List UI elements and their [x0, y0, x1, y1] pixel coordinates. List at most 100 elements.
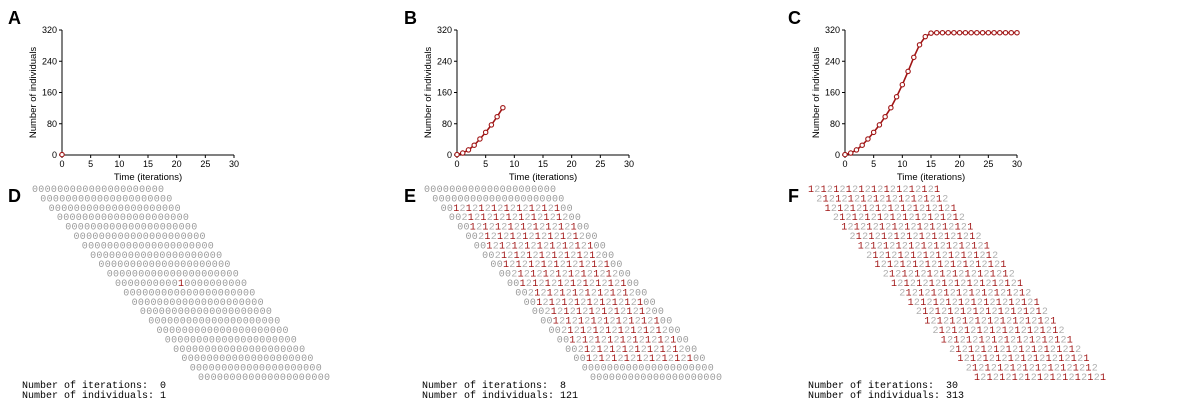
cell-empty-two: 2 [645, 307, 651, 318]
cell-empty: 0 [172, 279, 178, 290]
cell-empty: 0 [214, 270, 220, 281]
cell-empty: 0 [179, 223, 185, 234]
cell-occupied: 1 [518, 270, 524, 281]
cell-occupied: 1 [925, 204, 931, 215]
cell-occupied: 1 [990, 270, 996, 281]
cell-empty: 0 [283, 326, 289, 337]
cell-empty: 0 [207, 354, 213, 365]
cell-occupied: 1 [1037, 373, 1043, 384]
cell-empty: 0 [147, 194, 153, 205]
cell-occupied: 1 [622, 288, 628, 299]
cell-empty: 0 [153, 251, 159, 262]
cell-empty: 0 [155, 288, 161, 299]
cell-empty: 0 [499, 270, 505, 281]
cell-empty: 0 [274, 373, 280, 384]
cell-empty: 0 [249, 317, 255, 328]
cell-occupied: 1 [1017, 279, 1023, 290]
cell-empty: 0 [280, 345, 286, 356]
cell-empty-two: 2 [912, 288, 918, 299]
cell-empty-two: 2 [1044, 317, 1050, 328]
cell-empty-two: 2 [908, 270, 914, 281]
cell-occupied: 1 [975, 260, 981, 271]
cell-empty-two: 2 [881, 260, 887, 271]
cell-occupied: 1 [528, 260, 534, 271]
cell-occupied: 1 [506, 213, 512, 224]
cell-occupied: 1 [939, 270, 945, 281]
cell-occupied: 1 [599, 354, 605, 365]
cell-occupied: 1 [948, 251, 954, 262]
cell-occupied: 1 [971, 298, 977, 309]
cell-empty: 0 [120, 213, 126, 224]
cell-empty: 0 [200, 232, 206, 243]
cell-empty-two: 2 [966, 364, 972, 375]
cell-empty-two: 2 [916, 307, 922, 318]
cell-occupied: 1 [624, 354, 630, 365]
cell-empty: 0 [583, 223, 589, 234]
cell-empty: 0 [74, 204, 80, 215]
cell-occupied: 1 [626, 307, 632, 318]
cell-occupied: 1 [870, 241, 876, 252]
cell-empty-two: 2 [1092, 364, 1098, 375]
cell-empty-two: 2 [994, 260, 1000, 271]
data-point [482, 129, 489, 136]
cell-occupied: 1 [482, 223, 488, 234]
cell-empty-two: 2 [981, 317, 987, 328]
cell-empty: 0 [212, 288, 218, 299]
cell-empty: 0 [141, 251, 147, 262]
cell-occupied: 1 [884, 185, 890, 196]
cell-empty: 0 [261, 345, 267, 356]
data-point [1008, 29, 1015, 36]
cell-occupied: 1 [609, 345, 615, 356]
cell-empty: 0 [512, 185, 518, 196]
cell-empty-two: 2 [552, 223, 558, 234]
cell-occupied: 1 [991, 335, 997, 346]
cell-empty: 0 [204, 373, 210, 384]
cell-empty-two: 2 [509, 260, 515, 271]
cell-empty-two: 2 [887, 232, 893, 243]
cell-empty: 0 [257, 326, 263, 337]
cell-empty: 0 [618, 270, 624, 281]
cell-occupied: 1 [808, 185, 814, 196]
cell-occupied: 1 [929, 223, 935, 234]
cell-empty: 0 [138, 298, 144, 309]
cell-empty: 0 [49, 204, 55, 215]
cell-empty-two: 2 [927, 241, 933, 252]
individuals-row: Number of individuals: 313 [808, 392, 964, 402]
cell-empty: 0 [180, 317, 186, 328]
cell-occupied: 1 [940, 213, 946, 224]
cell-empty: 0 [195, 298, 201, 309]
cell-empty: 0 [287, 345, 293, 356]
cell-empty: 0 [209, 335, 215, 346]
cell-empty: 0 [439, 194, 445, 205]
cell-empty: 0 [144, 298, 150, 309]
cell-empty: 0 [99, 232, 105, 243]
cell-empty-two: 2 [854, 194, 860, 205]
cell-empty-two: 2 [608, 307, 614, 318]
cell-occupied: 1 [1034, 298, 1040, 309]
cell-empty: 0 [664, 364, 670, 375]
cell-occupied: 1 [974, 373, 980, 384]
cell-empty-two: 2 [831, 204, 837, 215]
cell-occupied: 1 [904, 279, 910, 290]
cell-empty: 0 [588, 364, 594, 375]
cell-empty-two: 2 [597, 317, 603, 328]
cell-empty: 0 [691, 373, 697, 384]
cell-empty-two: 2 [1033, 326, 1039, 337]
cell-empty: 0 [168, 232, 174, 243]
cell-occupied: 1 [931, 232, 937, 243]
cell-empty-two: 2 [531, 241, 537, 252]
cell-empty: 0 [103, 194, 109, 205]
cell-empty: 0 [185, 223, 191, 234]
cell-empty: 0 [641, 288, 647, 299]
cell-empty-two: 2 [998, 279, 1004, 290]
cell-empty-two: 2 [913, 232, 919, 243]
x-tick-label: 15 [538, 159, 548, 169]
cell-empty-two: 2 [949, 345, 955, 356]
cell-empty: 0 [45, 185, 51, 196]
data-point [494, 113, 500, 120]
cell-occupied: 1 [993, 345, 999, 356]
y-tick-label: 160 [825, 88, 840, 98]
data-point [928, 30, 934, 36]
cell-empty-two: 2 [891, 251, 897, 262]
cell-empty-two: 2 [890, 185, 896, 196]
